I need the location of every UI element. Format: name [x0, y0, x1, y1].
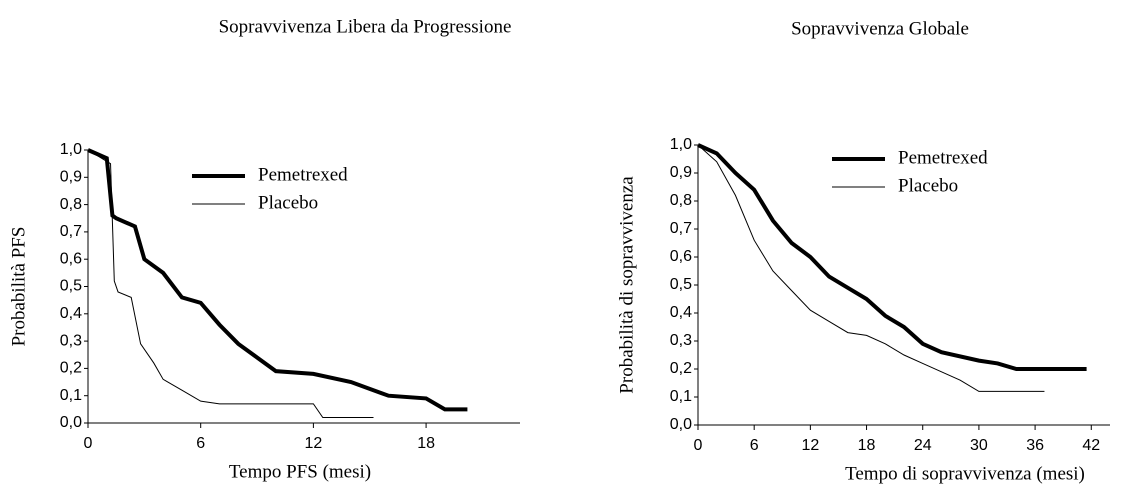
survival-curve [87, 149, 374, 419]
legend-label: Placebo [258, 192, 318, 213]
x-tick-label: 0 [84, 435, 93, 452]
legend-label: Pemetrexed [898, 147, 988, 168]
y-tick-label: 1,0 [60, 141, 82, 158]
chart-title: Sopravvivenza Libera da Progressione [219, 16, 512, 37]
x-tick-label: 18 [858, 437, 876, 454]
y-tick-label: 0,1 [60, 387, 82, 404]
y-tick-label: 0,2 [60, 360, 82, 377]
legend-label: Pemetrexed [258, 164, 348, 185]
y-tick-label: 0,2 [670, 360, 692, 377]
y-tick-label: 0,8 [60, 196, 82, 213]
x-tick-label: 0 [694, 437, 703, 454]
y-tick-label: 0,9 [670, 164, 692, 181]
x-tick-label: 24 [914, 437, 932, 454]
y-tick-label: 0,7 [670, 220, 692, 237]
y-tick-label: 0,6 [670, 248, 692, 265]
y-tick-label: 0,1 [670, 388, 692, 405]
x-tick-label: 6 [196, 435, 205, 452]
x-tick-label: 42 [1082, 437, 1100, 454]
y-tick-label: 0,8 [670, 192, 692, 209]
y-tick-label: 0,7 [60, 223, 82, 240]
survival-curve [697, 144, 1045, 392]
x-tick-label: 12 [801, 437, 819, 454]
x-axis-label: Tempo di sopravvivenza (mesi) [845, 463, 1085, 484]
y-tick-label: 0,5 [670, 276, 692, 293]
legend-label: Placebo [898, 175, 958, 196]
y-tick-label: 0,5 [60, 278, 82, 295]
survival-curve [87, 148, 468, 412]
y-axis-label: Probabilità PFS [8, 227, 29, 347]
x-tick-label: 30 [970, 437, 988, 454]
x-axis-label: Tempo PFS (mesi) [229, 461, 371, 482]
survival-curve [697, 143, 1087, 371]
y-tick-label: 0,6 [60, 250, 82, 267]
y-tick-label: 0,9 [60, 169, 82, 186]
x-tick-label: 12 [304, 435, 322, 452]
y-tick-label: 0,0 [670, 416, 692, 433]
y-tick-label: 0,4 [60, 305, 82, 322]
y-tick-label: 0,3 [670, 332, 692, 349]
y-tick-label: 0,4 [670, 304, 692, 321]
y-tick-label: 0,3 [60, 332, 82, 349]
y-axis-label: Probabilità di sopravvivenza [616, 176, 637, 394]
chart-title: Sopravvivenza Globale [791, 18, 969, 39]
y-tick-label: 0,0 [60, 414, 82, 431]
y-tick-label: 1,0 [670, 136, 692, 153]
x-tick-label: 36 [1026, 437, 1044, 454]
x-tick-label: 6 [750, 437, 759, 454]
x-tick-label: 18 [417, 435, 435, 452]
